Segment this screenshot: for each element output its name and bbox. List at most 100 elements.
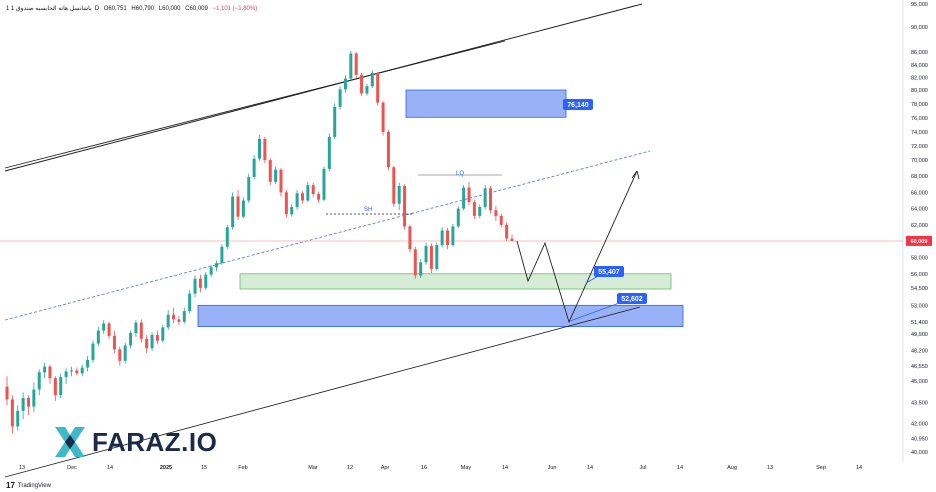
candle-body	[258, 139, 261, 159]
candle	[53, 376, 57, 401]
y-tick-label: 48,200	[911, 348, 928, 354]
candle	[86, 356, 90, 372]
candle	[408, 224, 412, 253]
candle	[483, 185, 487, 210]
callout-leader-line	[569, 301, 623, 322]
candle	[489, 185, 493, 214]
candle	[10, 395, 14, 434]
candle-body	[365, 86, 369, 94]
candle-body	[172, 314, 176, 320]
legend-close: C60,009	[185, 6, 208, 12]
current-price-tag	[906, 235, 932, 246]
candle	[150, 332, 154, 352]
candle	[21, 392, 25, 420]
candle-body	[112, 335, 116, 350]
candle-body	[166, 314, 170, 328]
upper-channel-line-2	[4, 40, 506, 169]
candle	[510, 234, 514, 241]
candle-body	[37, 372, 41, 390]
demand-zone-green	[239, 273, 672, 290]
candle-body	[215, 263, 219, 268]
candle-body	[161, 327, 165, 341]
candle-body	[43, 366, 47, 373]
candle	[182, 307, 186, 324]
brand-logo: FARAZ.IO	[52, 424, 217, 460]
candle-body	[268, 160, 272, 182]
candle-body	[424, 245, 428, 263]
y-tick-label: 45,000	[911, 379, 928, 385]
candle	[241, 197, 245, 219]
x-tick-label: 15	[201, 465, 207, 471]
y-tick-label: 62,000	[911, 223, 928, 229]
candle	[274, 166, 278, 185]
candle	[193, 275, 197, 298]
candle-body	[75, 370, 79, 374]
candle	[225, 224, 229, 250]
candle	[381, 101, 385, 136]
candle-body	[26, 398, 30, 407]
candle-body	[472, 202, 476, 216]
candle-body	[10, 399, 14, 427]
y-tick-label: 72,000	[911, 144, 928, 150]
x-tick-label: Mar	[308, 465, 318, 471]
candle-body	[467, 187, 471, 203]
candle-body	[300, 193, 304, 201]
candle-body	[5, 386, 9, 400]
candle	[343, 74, 347, 93]
demand-zone-green-label-bg	[594, 266, 624, 277]
candle	[354, 52, 358, 79]
candle-body	[295, 193, 299, 207]
x-tick-label: May	[461, 465, 472, 471]
candle	[370, 70, 374, 89]
candle	[129, 330, 133, 349]
y-tick-label: 58,000	[911, 255, 928, 261]
candle	[472, 199, 476, 220]
legend-symbol: 1 باشانسل هاته الحابسیه صندوق	[6, 6, 92, 12]
candle	[268, 157, 272, 186]
y-tick-label: 86,000	[911, 50, 928, 56]
x-tick-label: Apr	[381, 465, 390, 471]
candle	[306, 181, 310, 203]
candle-body	[16, 410, 20, 427]
candle-body	[129, 333, 133, 346]
y-tick-label: 51,400	[911, 320, 928, 326]
y-tick-label: 68,000	[911, 174, 928, 180]
brand-name: FARAZ.IO	[92, 426, 218, 457]
candle-body	[241, 200, 245, 217]
supply-zone-label: 76,140	[567, 102, 589, 109]
projection-path	[516, 170, 638, 324]
candle-body	[376, 72, 380, 103]
x-tick-label: Jul	[639, 465, 646, 471]
candle	[32, 382, 36, 413]
candle	[69, 366, 73, 377]
candle	[5, 376, 9, 406]
candle	[112, 330, 116, 354]
y-tick-label: 56,000	[911, 272, 928, 278]
candle	[451, 223, 455, 247]
supply-zone-label-bg	[563, 99, 593, 110]
candle	[166, 310, 170, 330]
candle	[386, 129, 390, 171]
candle-body	[397, 185, 401, 204]
y-tick-label: 42,000	[911, 422, 928, 428]
candle-body	[225, 227, 229, 247]
candle	[494, 206, 498, 221]
candle-body	[338, 89, 342, 107]
candle-body	[86, 359, 90, 368]
legend-low: L60,000	[158, 6, 181, 12]
y-tick-label: 64,000	[911, 207, 928, 213]
y-tick-label: 95,000	[911, 2, 928, 8]
lq-label: LQ	[456, 171, 464, 177]
candle	[456, 206, 460, 229]
candle-body	[349, 53, 353, 79]
x-tick-label: Aug	[727, 465, 737, 471]
candle-body	[343, 78, 347, 90]
x-tick-label: Jun	[548, 465, 557, 471]
candle-body	[48, 366, 52, 379]
candle-body	[123, 345, 127, 361]
candle	[37, 369, 41, 396]
candle-body	[134, 322, 138, 333]
candle-body	[408, 226, 412, 250]
tradingview-footer[interactable]: 17 TradingView	[6, 481, 51, 490]
